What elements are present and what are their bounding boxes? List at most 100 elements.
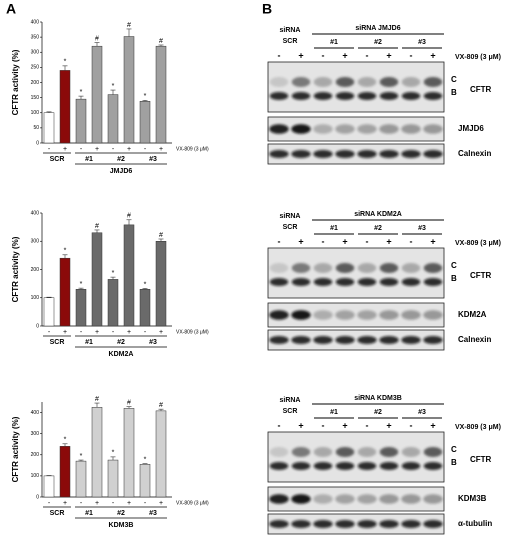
significance-mark: * [112,270,115,277]
panel-label: B [262,1,272,17]
blot-band [269,462,289,470]
blot-band [335,263,355,273]
x-tick-label: + [127,500,131,507]
bar [155,45,167,144]
blot-band [269,150,289,158]
blot-band [335,447,355,457]
blot-band [423,520,443,528]
blot-band [357,336,377,344]
blot-band [379,336,399,344]
blot-band [401,263,421,273]
sign-label: - [410,420,413,430]
x-tick-label: - [112,329,115,336]
significance-mark: # [127,213,131,220]
x-tick-label: + [127,146,131,153]
control-label: SCR [283,38,298,45]
group-label: #2 [374,225,382,232]
bar [75,289,87,327]
target-label: siRNA JMJD6 [355,25,400,32]
bar [107,94,119,144]
blot-band [313,336,333,344]
sirna-label: siRNA [279,213,300,220]
blot-background [267,61,445,113]
blot-band [423,336,443,344]
significance-mark: # [127,399,131,406]
blot-band [269,278,289,286]
y-tick-label: 150 [31,95,40,101]
blot-band [313,447,333,457]
blot-band [423,124,443,134]
bar [59,446,71,498]
blot-band [401,494,421,504]
blot-band [401,447,421,457]
target-label: siRNA KDM2A [354,211,402,218]
bar [43,112,55,144]
blot-band [357,520,377,528]
x-tick-label: - [112,500,115,507]
group-label: #3 [149,156,157,163]
sign-label: - [322,420,325,430]
sirna-label: JMJD6 [110,168,133,175]
bar [139,464,151,498]
blot-band [379,92,399,100]
blot-band [357,310,377,320]
group-label: #2 [374,39,382,46]
blot-band [335,520,355,528]
sign-label: + [298,420,303,430]
blot-band [357,462,377,470]
blot-band [401,462,421,470]
blot-band [379,150,399,158]
x-tick-label: - [80,329,83,336]
blot-band [291,278,311,286]
y-tick-label: 0 [36,140,39,146]
group-label: #1 [85,510,93,517]
sign-label: + [430,50,435,60]
x-tick-label: + [95,329,99,336]
bar [107,279,119,327]
control-label: SCR [283,408,298,415]
y-tick-label: 350 [31,34,40,40]
bar [59,70,71,144]
blot-band [335,310,355,320]
treatment-label: VX-809 (3 μM) [176,329,209,335]
group-label: #1 [330,409,338,416]
significance-mark: * [112,450,115,457]
y-tick-label: 400 [31,19,40,25]
y-tick-label: 100 [31,473,40,479]
sirna-label: KDM3B [109,522,134,529]
blot-band [335,494,355,504]
significance-mark: * [64,248,67,255]
blot-band [269,336,289,344]
row-label: α-tubulin [458,519,492,528]
y-tick-label: 300 [31,50,40,56]
control-label: SCR [283,224,298,231]
bar [139,289,151,327]
blot-band [335,336,355,344]
blot-band [313,520,333,528]
blot-band [401,310,421,320]
bar [75,460,87,498]
blot-band [423,462,443,470]
sign-label: + [430,420,435,430]
blot-band [269,77,289,87]
sign-label: - [278,50,281,60]
significance-mark: # [95,35,99,42]
x-tick-label: - [48,329,51,336]
blot-band [335,92,355,100]
blot-band [357,263,377,273]
group-label: #1 [330,39,338,46]
y-tick-label: 100 [31,110,40,116]
blot-band [291,520,311,528]
row-label: JMJD6 [458,124,484,133]
x-tick-label: - [144,146,147,153]
bar [155,410,167,498]
x-tick-label: + [63,500,67,507]
group-label: #3 [418,39,426,46]
y-tick-label: 50 [33,125,39,131]
blot-background [267,513,445,535]
blot-band [379,462,399,470]
blot-band [335,278,355,286]
band-label: B [451,88,457,97]
blot-band [269,447,289,457]
